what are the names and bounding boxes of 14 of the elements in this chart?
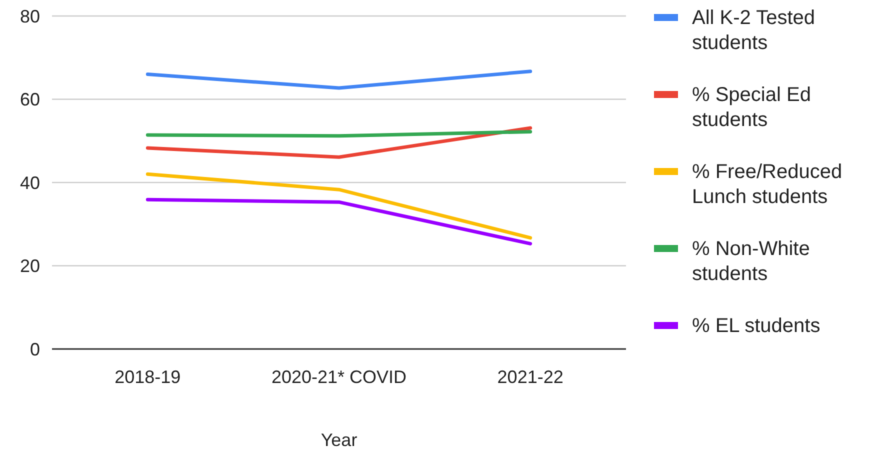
y-tick-label: 40: [20, 172, 40, 193]
legend-label: All K-2 Tested students: [692, 7, 816, 54]
x-axis-title: Year: [320, 430, 358, 450]
legend-label: % Non-White students: [692, 238, 810, 285]
legend-label: % Special Ed students: [692, 84, 811, 131]
x-tick-label: 2018-19: [114, 367, 181, 387]
x-tick-label: 2021-22: [497, 367, 564, 387]
legend-label: % EL students: [692, 315, 820, 337]
y-tick-label: 0: [30, 339, 40, 360]
y-tick-label: 80: [20, 6, 40, 26]
y-tick-label: 60: [20, 90, 40, 110]
legend-label: % Free/Reduced Lunch students: [692, 161, 842, 208]
x-tick-label: 2020-21* COVID: [271, 367, 407, 387]
y-tick-label: 20: [20, 256, 40, 276]
